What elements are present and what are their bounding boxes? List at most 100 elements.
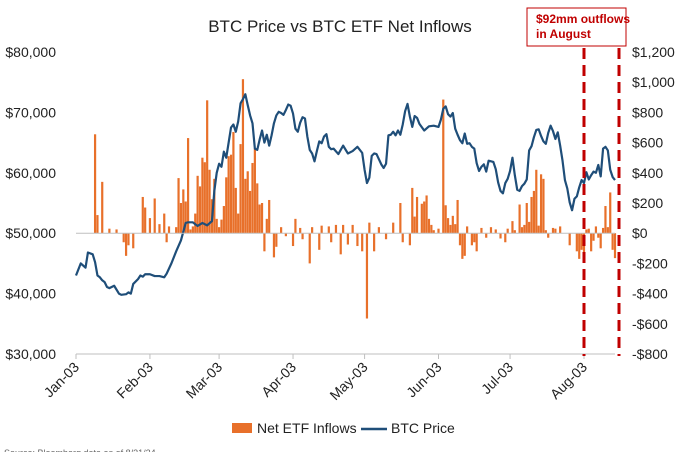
left-axis-tick-label: $30,000 bbox=[5, 346, 56, 362]
x-axis-tick-label: Mar-03 bbox=[183, 359, 226, 402]
inflow-bar bbox=[525, 203, 528, 234]
right-axis-tick-label: -$600 bbox=[632, 316, 668, 332]
inflow-bar bbox=[253, 148, 256, 234]
inflow-bar bbox=[604, 206, 607, 234]
inflow-bar bbox=[532, 190, 536, 234]
inflow-bar bbox=[599, 233, 602, 249]
inflow-bar bbox=[590, 233, 593, 252]
inflow-bar bbox=[415, 196, 419, 234]
inflow-bar bbox=[239, 144, 242, 234]
inflow-bar bbox=[399, 203, 402, 234]
inflow-bar bbox=[186, 138, 190, 234]
inflow-bars bbox=[93, 79, 617, 319]
inflow-bar bbox=[330, 233, 333, 243]
inflow-bar bbox=[520, 227, 524, 234]
inflow-bar bbox=[299, 227, 302, 234]
inflow-bar bbox=[506, 228, 509, 234]
inflow-bar bbox=[594, 226, 598, 234]
legend-label-inflows: Net ETF Inflows bbox=[257, 420, 357, 436]
chart-title: BTC Price vs BTC ETF Net Inflows bbox=[208, 17, 472, 36]
inflow-bar bbox=[225, 177, 228, 234]
right-axis-tick-label: $400 bbox=[632, 165, 663, 181]
inflow-bar bbox=[115, 229, 118, 234]
x-axis-tick-label: May-03 bbox=[326, 359, 370, 403]
inflow-bar bbox=[485, 233, 488, 238]
right-axis-tick-label: $1,200 bbox=[632, 44, 675, 60]
inflow-bar bbox=[542, 178, 545, 234]
inflow-bar bbox=[320, 225, 323, 234]
inflow-bar bbox=[311, 227, 314, 234]
inflow-bar bbox=[499, 233, 502, 239]
inflow-bar bbox=[466, 226, 469, 234]
inflow-bar bbox=[449, 224, 452, 234]
inflow-bar bbox=[425, 195, 428, 234]
x-axis-tick-label: Apr-03 bbox=[258, 359, 299, 400]
inflow-bar bbox=[432, 230, 435, 234]
inflow-bar bbox=[392, 222, 395, 234]
source-note: Source: Bloomberg data as of 8/31/24 bbox=[4, 448, 156, 452]
legend-label-price: BTC Price bbox=[391, 420, 455, 436]
inflow-bar bbox=[191, 226, 194, 234]
x-axis-tick-label: Jul-03 bbox=[478, 359, 516, 397]
inflow-bar bbox=[423, 201, 426, 234]
inflow-bar bbox=[179, 203, 183, 234]
inflow-bar bbox=[578, 233, 581, 259]
inflow-bar bbox=[93, 134, 97, 234]
inflow-bar bbox=[215, 218, 218, 234]
right-axis-tick-label: $1,000 bbox=[632, 74, 675, 90]
inflow-bar bbox=[213, 178, 216, 234]
inflow-bar bbox=[611, 233, 614, 250]
inflow-bar bbox=[609, 192, 612, 234]
inflow-bar bbox=[601, 227, 605, 234]
inflow-bar bbox=[256, 183, 259, 234]
right-axis-tick-label: -$400 bbox=[632, 286, 668, 302]
right-axis-tick-label: $0 bbox=[632, 225, 648, 241]
inflow-bar bbox=[244, 178, 247, 234]
inflow-bar bbox=[523, 224, 526, 234]
right-axis-tick-label: -$800 bbox=[632, 346, 668, 362]
inflow-bar bbox=[220, 219, 223, 234]
inflow-bar bbox=[237, 213, 240, 234]
inflow-bar bbox=[463, 233, 466, 256]
inflow-bar bbox=[368, 222, 371, 234]
inflow-bar bbox=[592, 233, 595, 241]
left-axis-tick-label: $70,000 bbox=[5, 104, 56, 120]
inflow-bar bbox=[494, 229, 497, 234]
inflow-bar bbox=[547, 233, 550, 238]
inflow-bar bbox=[294, 218, 297, 234]
inflow-bar bbox=[232, 132, 235, 234]
inflow-bar bbox=[206, 100, 209, 234]
inflow-bar bbox=[308, 233, 311, 264]
inflow-bar bbox=[201, 157, 204, 234]
inflow-bar bbox=[575, 233, 578, 252]
inflow-bar bbox=[451, 215, 454, 234]
inflow-bar bbox=[301, 233, 304, 240]
inflow-bar bbox=[284, 233, 287, 237]
callout-text-line: $92mm outflows bbox=[536, 12, 630, 26]
inflow-bar bbox=[144, 207, 147, 234]
inflow-bar bbox=[177, 178, 180, 234]
left-axis-tick-label: $80,000 bbox=[5, 44, 56, 60]
inflow-bar bbox=[272, 233, 276, 258]
inflow-bar bbox=[234, 187, 237, 234]
inflow-bar bbox=[241, 79, 245, 234]
inflow-bar bbox=[208, 169, 211, 234]
x-axis-tick-label: Aug-03 bbox=[547, 359, 590, 402]
inflow-bar bbox=[218, 227, 221, 234]
inflow-bar bbox=[489, 227, 493, 234]
inflow-bar bbox=[361, 233, 364, 252]
inflow-bar bbox=[327, 226, 330, 234]
inflow-bar bbox=[280, 227, 283, 234]
inflow-bar bbox=[544, 230, 547, 234]
inflow-bar bbox=[165, 233, 168, 243]
x-axis-tick-label: Jan-03 bbox=[41, 359, 83, 401]
price-line-layer bbox=[74, 93, 616, 296]
right-axis-tick-label: $800 bbox=[632, 104, 663, 120]
inflow-bar bbox=[454, 224, 457, 234]
inflow-bar bbox=[184, 201, 187, 234]
callout-text-line: in August bbox=[536, 27, 591, 41]
inflow-bar bbox=[229, 154, 233, 234]
inflow-bar bbox=[535, 169, 538, 234]
inflow-bar bbox=[580, 233, 583, 250]
inflow-bar bbox=[504, 233, 507, 243]
